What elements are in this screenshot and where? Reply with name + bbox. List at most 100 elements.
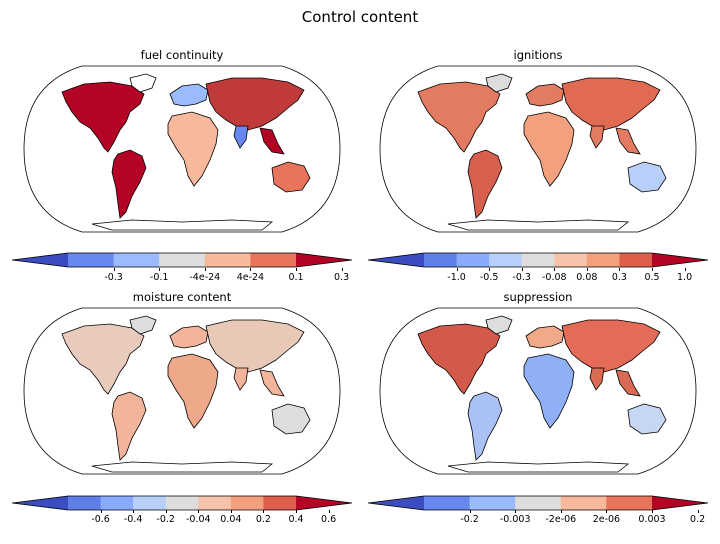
continent-north-america [417,323,501,395]
continent-greenland [485,315,513,335]
figure-title: Control content [301,8,419,26]
continent-se-asia [259,369,285,397]
colorbar [12,252,352,268]
colorbar [368,252,708,268]
colorbar-tick-mark [469,510,471,513]
panel-moisture-content: moisture content -0.6 -0.4 -0.2 -0.04 0.04 0.… [12,284,352,534]
colorbar-segment [198,496,232,510]
colorbar-extend-max [652,253,708,267]
colorbar-tick-label: -1.0 [447,272,466,283]
continent-australia [627,403,667,435]
continent-india [589,367,605,391]
panel-suppression: suppression -0.2 -0.003 -2e-06 2e-06 0.003 0.… [368,284,708,534]
colorbar-ticks: -0.3 -0.1 -4e-24 4e-24 0.1 0.3 [12,268,352,302]
colorbar-tick-mark [697,510,699,513]
continent-antarctica [91,461,274,473]
colorbar-border [12,252,352,268]
colorbar-extend-max [296,253,352,267]
colorbar-segment [204,253,251,267]
continent-greenland [129,315,157,335]
colorbar-segment [606,496,653,510]
colorbar-border [368,495,708,511]
colorbar-tick-label: 0.5 [644,272,660,283]
colorbar-tick-mark [341,268,343,271]
continent-africa [167,353,219,429]
colorbar-segment [68,253,115,267]
colorbar-segment [424,496,471,510]
colorbar-border [368,252,708,268]
colorbar-tick-label: -0.5 [479,272,499,283]
continent-greenland [485,73,513,93]
colorbar-segment [554,253,588,267]
colorbar-segment [521,253,555,267]
colorbar-tick-label: -0.3 [512,272,531,283]
continent-asia [561,77,661,131]
continent-se-asia [615,369,641,397]
continent-india [233,367,249,391]
panel-fuel-continuity: fuel continuity -0.3 -0.1 -4e-24 4e-24 0.1 0.… [12,40,352,290]
continent-antarctica [447,461,630,473]
colorbar-segment [424,253,458,267]
colorbar-border [12,495,352,511]
panel-title: fuel continuity [140,48,224,62]
continent-asia [205,319,305,373]
continent-australia [271,403,311,435]
colorbar-segment [159,253,206,267]
continent-antarctica [447,219,630,231]
colorbar-tick-mark [684,268,686,271]
colorbar-segment [515,496,562,510]
world-map [379,307,697,475]
world-map [23,307,341,475]
colorbar-tick-mark [250,268,252,271]
colorbar-tick-mark [606,510,608,513]
panel-title: ignitions [513,48,563,62]
colorbar-tick-label: 4e-24 [236,272,265,283]
continent-south-america [467,391,503,461]
colorbar-tick-label: 0.3 [611,272,627,283]
colorbar-tick-mark [554,268,556,271]
continent-asia [561,319,661,373]
colorbar-extend-max [296,496,352,510]
colorbar-tick-mark [328,510,330,513]
continent-south-america [111,391,147,461]
colorbar-tick-mark [521,268,523,271]
colorbar-extend-min [12,253,68,267]
continent-australia [627,161,667,193]
continent-asia [205,77,305,131]
colorbar-segment [489,253,523,267]
continent-se-asia [615,127,641,155]
colorbar-tick-mark [165,510,167,513]
colorbar-tick-mark [230,510,232,513]
continent-south-america [467,149,503,219]
continent-south-america [111,149,147,219]
continent-india [233,125,249,149]
continent-africa [167,111,219,187]
colorbar-extend-min [368,496,424,510]
colorbar-tick-mark [586,268,588,271]
colorbar-tick-label: 0.04 [220,514,242,525]
colorbar-tick-label: -0.2 [156,514,175,525]
continent-africa [523,111,575,187]
colorbar-tick-label: 0.2 [690,514,706,525]
colorbar-tick-mark [560,510,562,513]
colorbar-tick-mark [296,268,297,271]
colorbar-segment [586,253,620,267]
colorbar-tick-label: -0.04 [185,514,211,525]
colorbar-ticks: -0.6 -0.4 -0.2 -0.04 0.04 0.2 0.4 0.6 [12,510,352,544]
world-map [23,65,341,233]
colorbar-ticks: -0.2 -0.003 -2e-06 2e-06 0.003 0.2 [368,510,708,544]
colorbar-tick-label: -2e-06 [545,514,577,525]
colorbar-segment [469,496,516,510]
colorbar-tick-mark [198,510,200,513]
colorbar-tick-label: -0.4 [123,514,143,525]
colorbar-segment [560,496,607,510]
continent-north-america [61,81,145,153]
panel-ignitions: ignitions -1.0 -0.5 -0.3 -0.08 0.08 0.3 0.5 1.0 [368,40,708,290]
panel-title: suppression [503,290,573,304]
colorbar-segment [133,496,167,510]
colorbar-tick-label: 2e-06 [592,514,621,525]
colorbar-tick-mark [159,268,161,271]
colorbar-tick-mark [652,510,653,513]
continent-india [589,125,605,149]
continent-se-asia [259,127,285,155]
